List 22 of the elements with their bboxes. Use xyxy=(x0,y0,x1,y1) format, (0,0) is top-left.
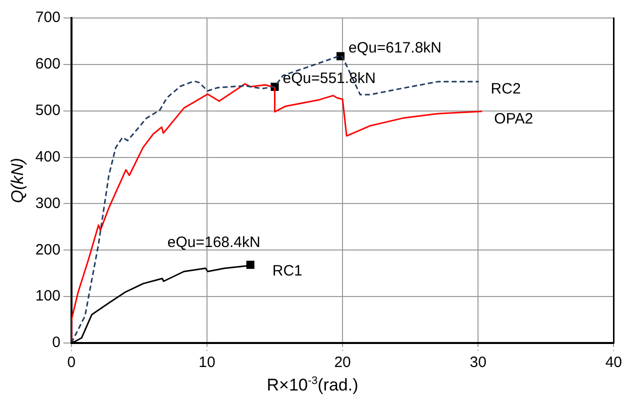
point xyxy=(246,260,254,269)
series-label: RC2 xyxy=(490,80,521,98)
y-tick-label: 600 xyxy=(35,56,60,73)
y-tick-label: 0 xyxy=(52,334,60,352)
annotation: eQu=168.4kN xyxy=(167,234,260,251)
y-tick-label: 300 xyxy=(35,194,60,212)
annotation: eQu=551.8kN xyxy=(282,70,376,87)
x-tick-label: 30 xyxy=(470,354,486,372)
y-tick-label: 500 xyxy=(35,102,60,119)
series-label: OPA2 xyxy=(494,110,534,128)
x-axis-title: R×10$^{-3}$(rad.) xyxy=(266,375,360,396)
y-tick-label: 200 xyxy=(35,241,60,258)
y-tick-label: 100 xyxy=(35,288,60,305)
x-tick-label: 40 xyxy=(605,354,622,372)
x-tick-label: 20 xyxy=(334,354,351,372)
x-tick-label: 0 xyxy=(67,354,76,372)
annotation: eQu=617.8kN xyxy=(348,39,442,56)
y-tick-label: 700 xyxy=(35,9,60,26)
x-tick-label: 10 xyxy=(198,354,216,372)
y-axis-title: Q(kN) xyxy=(8,158,27,204)
series-label: RC1 xyxy=(272,262,302,280)
y-tick-label: 400 xyxy=(35,148,60,166)
